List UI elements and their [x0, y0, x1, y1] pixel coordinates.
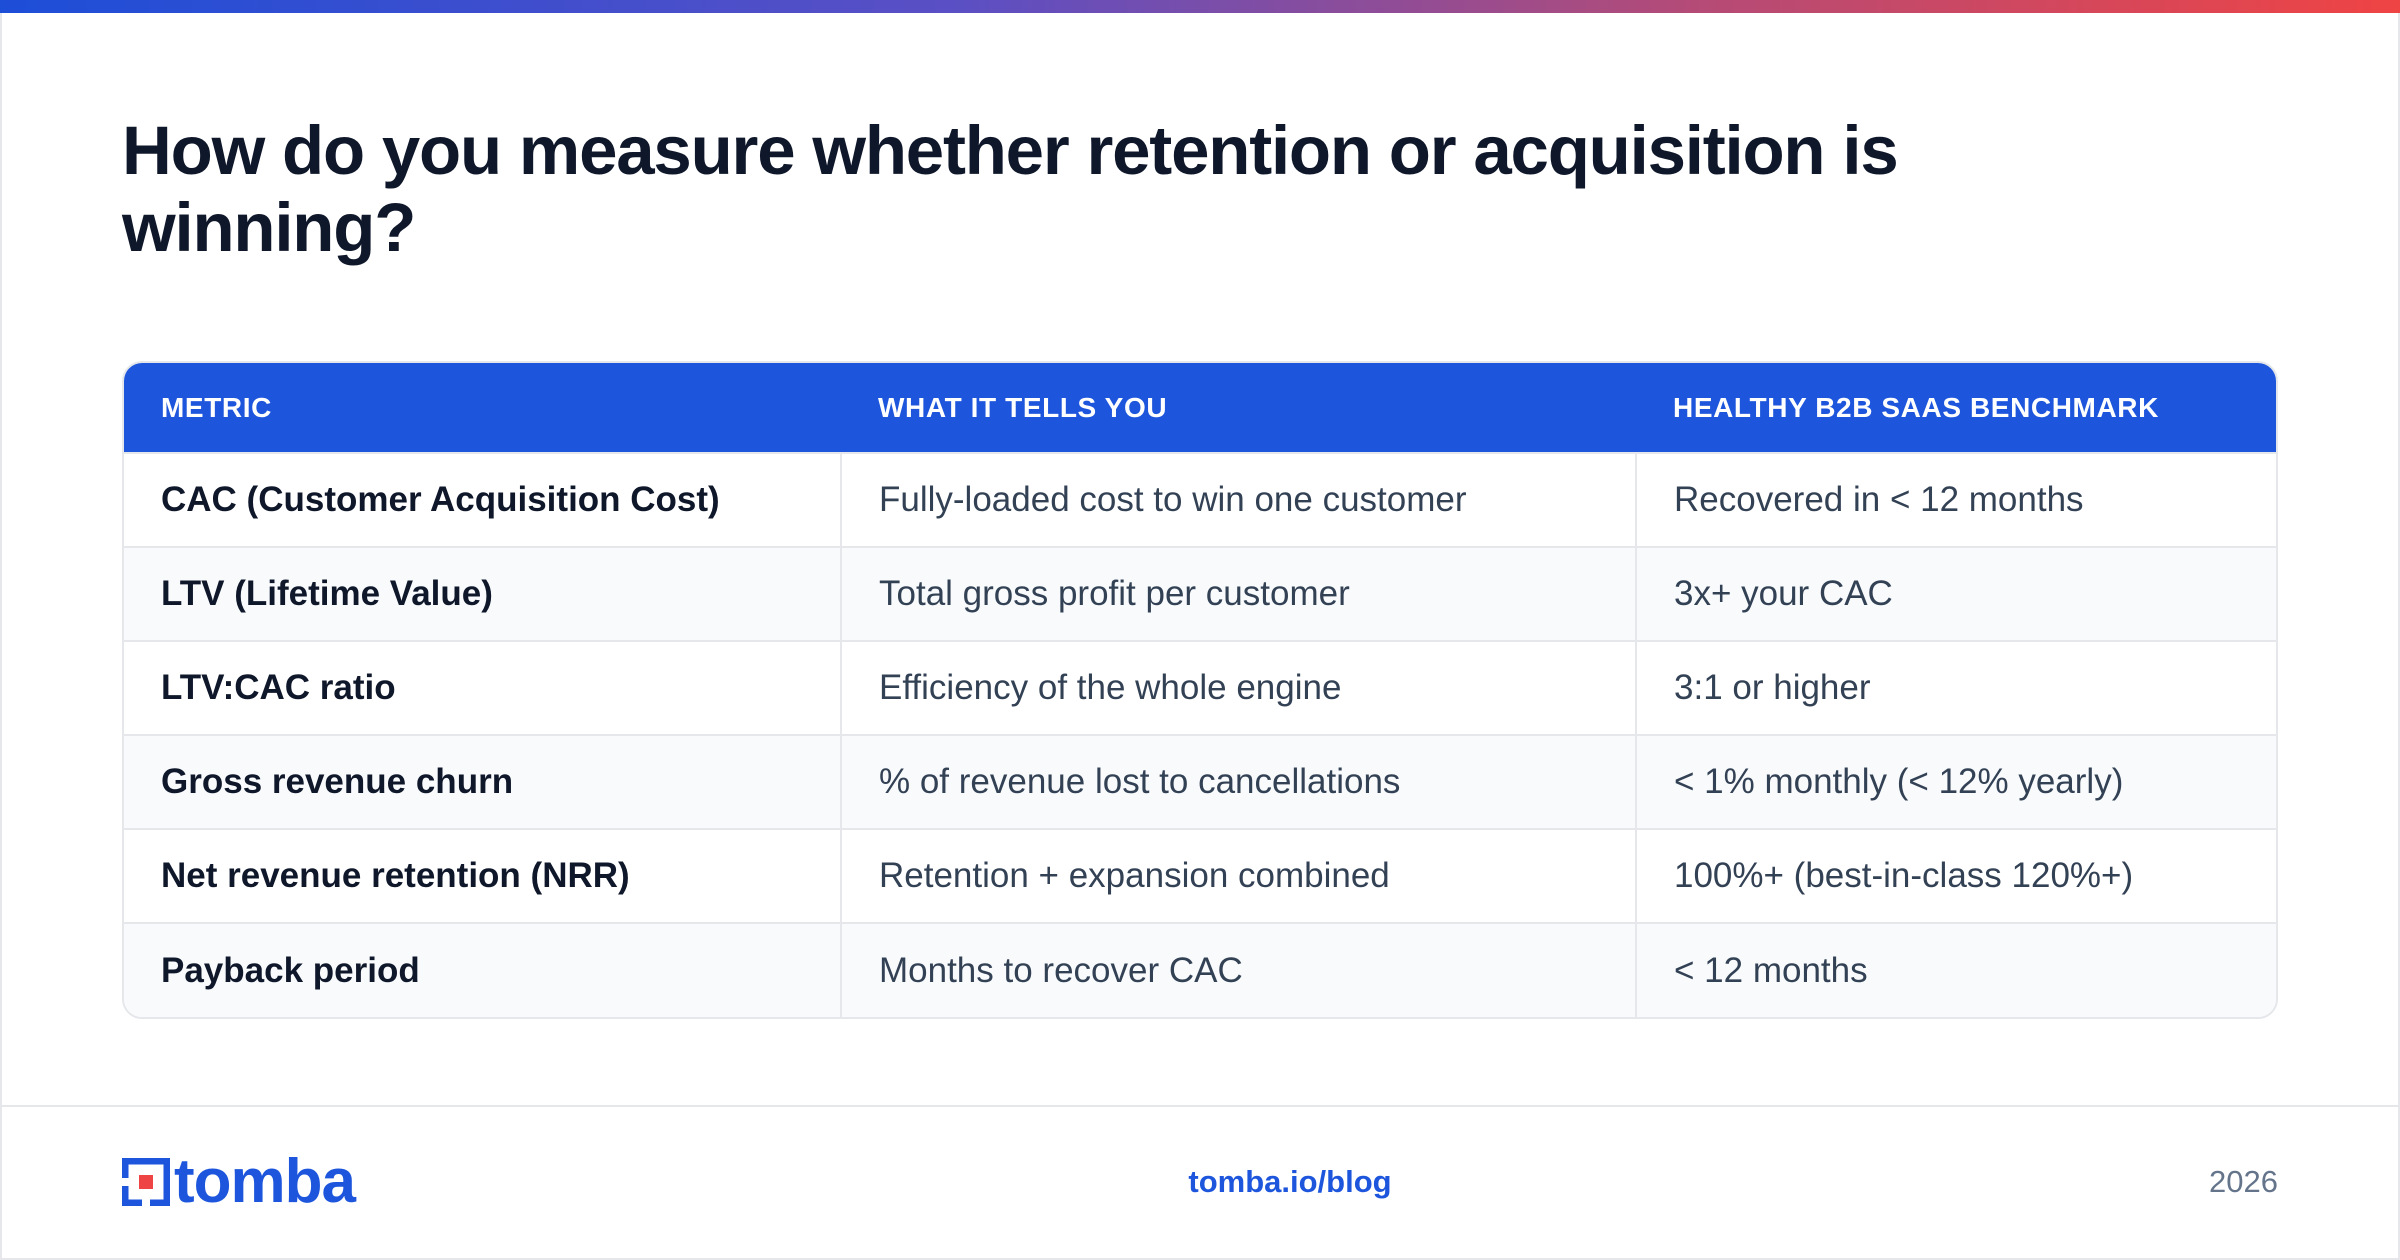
tomba-logo-mark-icon	[121, 1157, 171, 1207]
metric-cell: LTV (Lifetime Value)	[161, 574, 493, 613]
description-cell: Fully-loaded cost to win one customer	[840, 453, 1636, 547]
benchmark-cell: 100%+ (best-in-class 120%+)	[1635, 829, 2276, 923]
header-what-it-tells-you: WHAT IT TELLS YOU	[878, 391, 1168, 423]
tomba-logo[interactable]: tomba	[121, 1147, 356, 1216]
benchmark-cell: < 1% monthly (< 12% yearly)	[1635, 735, 2276, 829]
logo-wordmark: tomba	[174, 1147, 356, 1216]
table-row: LTV (Lifetime Value) Total gross profit …	[124, 547, 2276, 641]
header-benchmark: HEALTHY B2B SAAS BENCHMARK	[1673, 391, 2159, 423]
table-row: Net revenue retention (NRR) Retention + …	[124, 829, 2276, 923]
footer-divider	[0, 1105, 2400, 1107]
header-metric: METRIC	[161, 391, 272, 423]
page-title: How do you measure whether retention or …	[122, 112, 1899, 266]
gradient-top-bar	[0, 0, 2400, 13]
description-cell: Total gross profit per customer	[840, 547, 1636, 641]
benchmark-cell: 3:1 or higher	[1635, 641, 2276, 735]
footer-year: 2026	[2209, 1164, 2278, 1199]
benchmark-cell: Recovered in < 12 months	[1635, 453, 2276, 547]
table-row: CAC (Customer Acquisition Cost) Fully-lo…	[124, 453, 2276, 547]
description-cell: Months to recover CAC	[840, 923, 1636, 1017]
benchmark-cell: < 12 months	[1635, 923, 2276, 1017]
description-cell: Efficiency of the whole engine	[840, 641, 1636, 735]
description-cell: Retention + expansion combined	[840, 829, 1636, 923]
metric-cell: CAC (Customer Acquisition Cost)	[161, 480, 720, 519]
description-cell: % of revenue lost to cancellations	[840, 735, 1636, 829]
table-row: Payback period Months to recover CAC < 1…	[124, 923, 2276, 1017]
blog-link[interactable]: tomba.io/blog	[1188, 1164, 1392, 1199]
table-row: LTV:CAC ratio Efficiency of the whole en…	[124, 641, 2276, 735]
metric-cell: Gross revenue churn	[161, 762, 514, 801]
metric-cell: LTV:CAC ratio	[161, 668, 396, 707]
table-header-row: METRIC WHAT IT TELLS YOU HEALTHY B2B SAA…	[124, 363, 2276, 453]
table-row: Gross revenue churn % of revenue lost to…	[124, 735, 2276, 829]
metric-cell: Payback period	[161, 950, 420, 990]
benchmark-cell: 3x+ your CAC	[1635, 547, 2276, 641]
metrics-table: METRIC WHAT IT TELLS YOU HEALTHY B2B SAA…	[122, 361, 2278, 1019]
metric-cell: Net revenue retention (NRR)	[161, 856, 630, 895]
